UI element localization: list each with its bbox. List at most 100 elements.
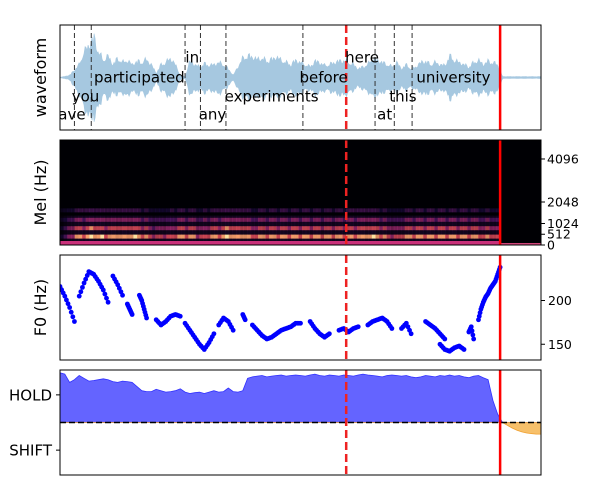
mel-cell [364,234,369,239]
mel-cell [349,217,354,222]
mel-cell [236,208,241,213]
mel-cell [393,234,398,239]
mel-cell [496,208,501,213]
mel-cell [217,208,222,213]
mel-cell [452,226,457,231]
mel-cell [63,226,68,231]
f0-point [65,301,71,307]
mel-cell [353,226,358,231]
mel-cell [177,226,182,231]
mel-cell [170,208,175,213]
mel-cell [85,217,90,222]
mel-cell [401,226,406,231]
mel-cell [404,215,409,245]
mel-cell [386,215,391,245]
mel-cell [71,215,76,245]
mel-cell [115,234,120,239]
word-label: this [389,88,417,106]
mel-cell [478,234,483,239]
mel-cell [364,215,369,245]
mel-cell [294,215,299,245]
mel-cell [221,226,226,231]
mel-cell [496,217,501,222]
word-label: in [185,49,199,67]
f0-ytick-label: 150 [548,337,572,352]
mel-cell [170,215,175,245]
mel-cell [151,215,156,245]
mel-cell [199,217,204,222]
mel-cell [203,217,208,222]
mel-cell [415,217,420,222]
mel-cell [122,217,127,222]
mel-cell [327,226,332,231]
mel-cell [379,226,384,231]
mel-cell [324,217,329,222]
mel-cell [386,226,391,231]
mel-cell [177,217,182,222]
mel-cell [247,226,252,231]
mel-cell [492,208,497,213]
mel-cell [115,226,120,231]
mel-cell [261,215,266,245]
mel-cell [445,217,450,222]
mel-cell [302,217,307,222]
mel-cell [467,208,472,213]
mel-cell [85,226,90,231]
mel-cell [313,208,318,213]
mel-cell [423,234,428,239]
mel-cell [371,226,376,231]
mel-cell [137,226,142,231]
mel-cell [188,226,193,231]
word-label: experiments [225,88,319,106]
mel-cell [184,215,189,245]
mel-cell [401,208,406,213]
mel-cell [228,234,233,239]
mel-cell [96,215,101,245]
word-label: university [416,69,490,87]
f0-point [471,336,477,342]
mel-cell [434,226,439,231]
turn-ytick-label: HOLD [9,386,52,404]
mel-cell [291,217,296,222]
mel-cell [360,215,365,245]
mel-cell [254,226,259,231]
f0-point [242,317,248,323]
mel-cell [195,226,200,231]
mel-cell [331,215,336,245]
mel-cell [250,208,255,213]
mel-cell [181,234,186,239]
mel-cell [82,217,87,222]
mel-cell [162,234,167,239]
mel-cell [104,234,109,239]
mel-cell [379,208,384,213]
mel-cell [82,208,87,213]
mel-cell [173,234,178,239]
mel-cell [60,217,65,222]
mel-cell [404,208,409,213]
mel-ytick-label: 1024 [547,216,579,231]
mel-cell [118,217,123,222]
mel-cell [151,234,156,239]
mel-cell [316,234,321,239]
mel-cell [261,226,266,231]
mel-cell [437,217,442,222]
mel-cell [353,208,358,213]
mel-cell [316,226,321,231]
mel-cell [397,226,402,231]
mel-cell [492,226,497,231]
mel-cell [353,215,358,245]
mel-cell [232,215,237,245]
f0-point [105,299,111,305]
mel-cell [346,234,351,239]
mel-cell [360,226,365,231]
mel-cell [342,208,347,213]
f0-point [389,326,395,331]
mel-layer [60,140,541,245]
mel-cell [408,215,413,245]
mel-cell [269,217,274,222]
mel-cell [397,234,402,239]
mel-cell [489,226,494,231]
mel-cell [74,217,79,222]
